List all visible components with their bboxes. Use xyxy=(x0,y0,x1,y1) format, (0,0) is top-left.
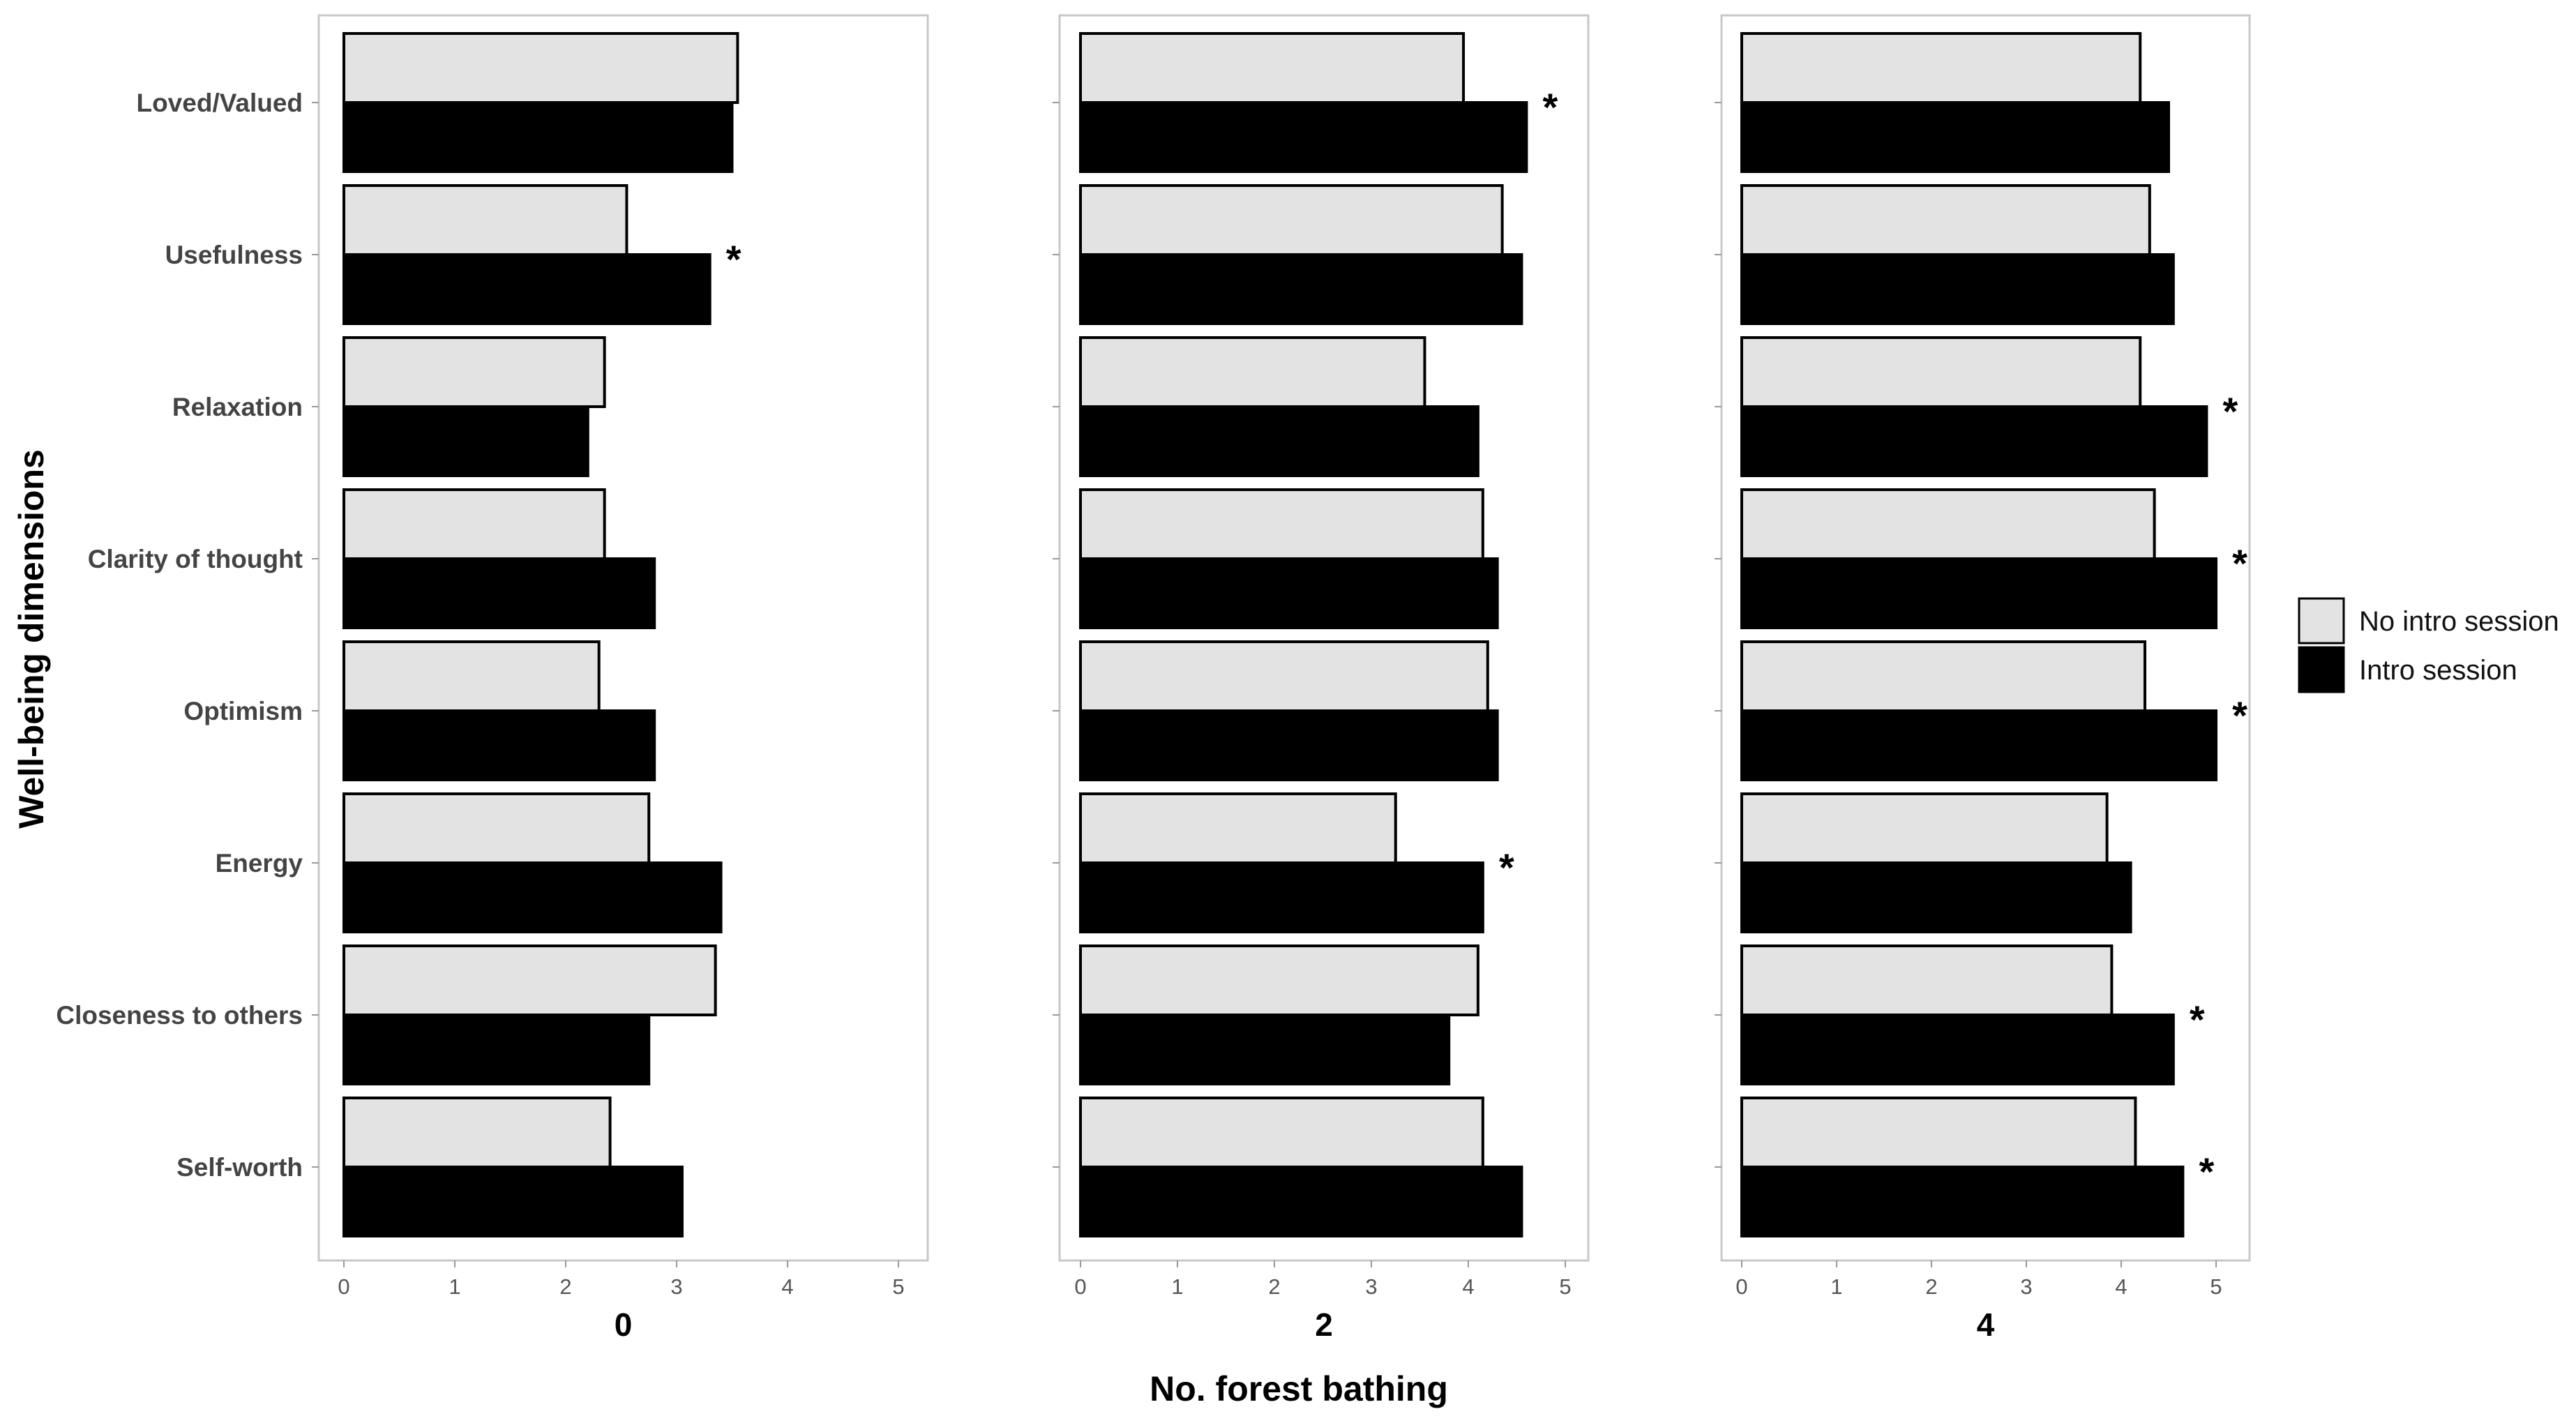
bar-no-intro xyxy=(1079,640,1489,712)
bar-no-intro xyxy=(342,184,628,256)
bar-intro xyxy=(1079,1014,1451,1085)
x-tick-label: 1 xyxy=(1171,1274,1183,1299)
significance-star: * xyxy=(2223,389,2238,433)
x-tick-label: 0 xyxy=(1074,1274,1086,1299)
x-tick-label: 3 xyxy=(670,1274,682,1299)
legend-label: No intro session xyxy=(2359,606,2559,637)
x-tick-label: 5 xyxy=(1559,1274,1571,1299)
bar-no-intro xyxy=(1079,336,1426,408)
bar-no-intro xyxy=(1740,184,2151,256)
legend-label: Intro session xyxy=(2359,655,2517,686)
panel-frame xyxy=(1058,14,1590,1262)
x-tick-label: 0 xyxy=(1735,1274,1747,1299)
bar-intro xyxy=(342,1014,651,1085)
bar-intro xyxy=(1740,253,2175,325)
x-tick-label: 1 xyxy=(1830,1274,1842,1299)
bar-intro xyxy=(1079,101,1528,173)
y-axis-title: Well-being dimensions xyxy=(12,449,51,829)
bar-no-intro xyxy=(1740,792,2109,864)
bar-no-intro xyxy=(342,336,606,408)
x-tick-label: 4 xyxy=(781,1274,793,1299)
bar-intro xyxy=(1740,557,2217,629)
bar-intro xyxy=(342,861,723,933)
x-tick-label: 5 xyxy=(2210,1274,2222,1299)
significance-star: * xyxy=(726,237,741,281)
bar-intro xyxy=(342,1166,684,1237)
bar-no-intro xyxy=(1740,1097,2137,1168)
bar-no-intro xyxy=(1740,488,2156,560)
bar-intro xyxy=(1079,709,1499,781)
bar-intro xyxy=(1079,557,1499,629)
legend-swatch-no-intro xyxy=(2298,597,2345,645)
category-label: Usefulness xyxy=(165,241,303,269)
bar-intro xyxy=(342,101,734,173)
significance-star: * xyxy=(2190,997,2205,1041)
bar-no-intro xyxy=(1740,640,2146,712)
bar-intro xyxy=(1740,861,2132,933)
bar-no-intro xyxy=(342,944,717,1016)
bar-no-intro xyxy=(342,1097,612,1168)
category-label: Closeness to others xyxy=(56,1001,303,1030)
bar-no-intro xyxy=(342,792,651,864)
significance-star: * xyxy=(2199,1150,2215,1194)
x-tick-label: 4 xyxy=(1462,1274,1474,1299)
x-axis-title: No. forest bathing xyxy=(1150,1369,1448,1408)
x-tick-label: 0 xyxy=(338,1274,349,1299)
bar-intro xyxy=(1740,405,2208,477)
bar-no-intro xyxy=(1079,792,1397,864)
bar-no-intro xyxy=(1079,488,1484,560)
category-label: Energy xyxy=(216,849,303,878)
bar-no-intro xyxy=(1079,184,1504,256)
bar-intro xyxy=(1740,1014,2175,1085)
x-tick-label: 3 xyxy=(2020,1274,2032,1299)
bar-no-intro xyxy=(1079,1097,1484,1168)
x-tick-label: 2 xyxy=(1268,1274,1280,1299)
panel-frame xyxy=(1720,14,2251,1262)
x-tick-label: 2 xyxy=(559,1274,571,1299)
significance-star: * xyxy=(2232,693,2247,737)
significance-star: * xyxy=(2232,541,2247,585)
bar-no-intro xyxy=(342,488,606,560)
category-label: Optimism xyxy=(183,697,303,725)
bar-intro xyxy=(342,405,589,477)
bar-no-intro xyxy=(1740,32,2142,104)
bar-intro xyxy=(1079,1166,1523,1237)
facet-label: 4 xyxy=(1977,1307,1995,1343)
x-tick-label: 2 xyxy=(1925,1274,1937,1299)
bar-no-intro xyxy=(1079,32,1466,104)
bar-no-intro xyxy=(1079,944,1479,1016)
facet-label: 0 xyxy=(615,1307,633,1343)
x-tick-label: 1 xyxy=(449,1274,460,1299)
category-label: Self-worth xyxy=(176,1153,303,1182)
x-tick-label: 4 xyxy=(2115,1274,2127,1299)
legend-swatch-intro xyxy=(2298,646,2345,693)
bar-intro xyxy=(342,557,656,629)
category-label: Clarity of thought xyxy=(88,545,303,573)
facet-label: 2 xyxy=(1315,1307,1333,1343)
bar-no-intro xyxy=(1740,944,2114,1016)
bar-no-intro xyxy=(342,640,601,712)
bar-no-intro xyxy=(342,32,739,104)
bar-intro xyxy=(1740,1166,2185,1237)
bar-intro xyxy=(1740,709,2217,781)
significance-star: * xyxy=(1499,845,1514,889)
x-tick-label: 5 xyxy=(892,1274,904,1299)
bar-intro xyxy=(1079,405,1479,477)
bar-no-intro xyxy=(1740,336,2142,408)
bar-intro xyxy=(1740,101,2170,173)
bar-intro xyxy=(342,709,656,781)
bar-intro xyxy=(1079,253,1523,325)
bar-intro xyxy=(342,253,711,325)
panel-frame xyxy=(317,14,929,1262)
category-label: Relaxation xyxy=(172,393,303,421)
x-tick-label: 3 xyxy=(1365,1274,1377,1299)
category-label: Loved/Valued xyxy=(136,89,303,117)
significance-star: * xyxy=(1543,85,1558,129)
bar-intro xyxy=(1079,861,1484,933)
